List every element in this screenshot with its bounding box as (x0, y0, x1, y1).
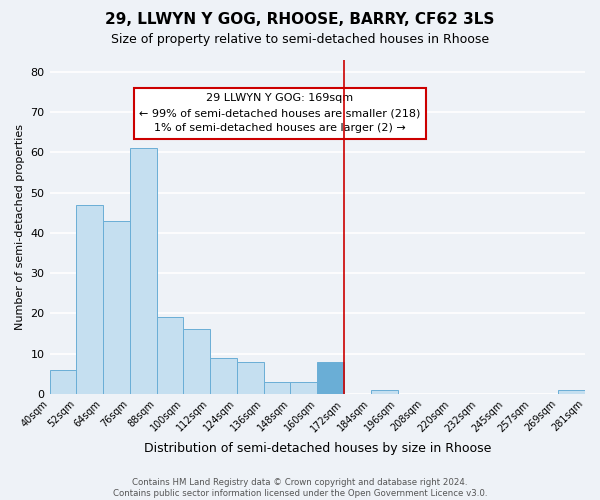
Text: Size of property relative to semi-detached houses in Rhoose: Size of property relative to semi-detach… (111, 32, 489, 46)
Bar (371, 390, 398, 394)
Bar (264, 382, 290, 394)
Bar (157, 318, 184, 394)
Bar (130, 148, 157, 394)
Bar (76, 205, 103, 394)
Bar (50, 370, 76, 394)
Text: Contains HM Land Registry data © Crown copyright and database right 2024.
Contai: Contains HM Land Registry data © Crown c… (113, 478, 487, 498)
Text: 29, LLWYN Y GOG, RHOOSE, BARRY, CF62 3LS: 29, LLWYN Y GOG, RHOOSE, BARRY, CF62 3LS (106, 12, 494, 28)
Bar (184, 330, 210, 394)
Bar (210, 358, 237, 394)
X-axis label: Distribution of semi-detached houses by size in Rhoose: Distribution of semi-detached houses by … (143, 442, 491, 455)
Y-axis label: Number of semi-detached properties: Number of semi-detached properties (15, 124, 25, 330)
Bar (317, 362, 344, 394)
Bar (290, 382, 317, 394)
Bar (558, 390, 585, 394)
Bar (237, 362, 264, 394)
Bar (103, 221, 130, 394)
Text: 29 LLWYN Y GOG: 169sqm
← 99% of semi-detached houses are smaller (218)
1% of sem: 29 LLWYN Y GOG: 169sqm ← 99% of semi-det… (139, 94, 421, 133)
